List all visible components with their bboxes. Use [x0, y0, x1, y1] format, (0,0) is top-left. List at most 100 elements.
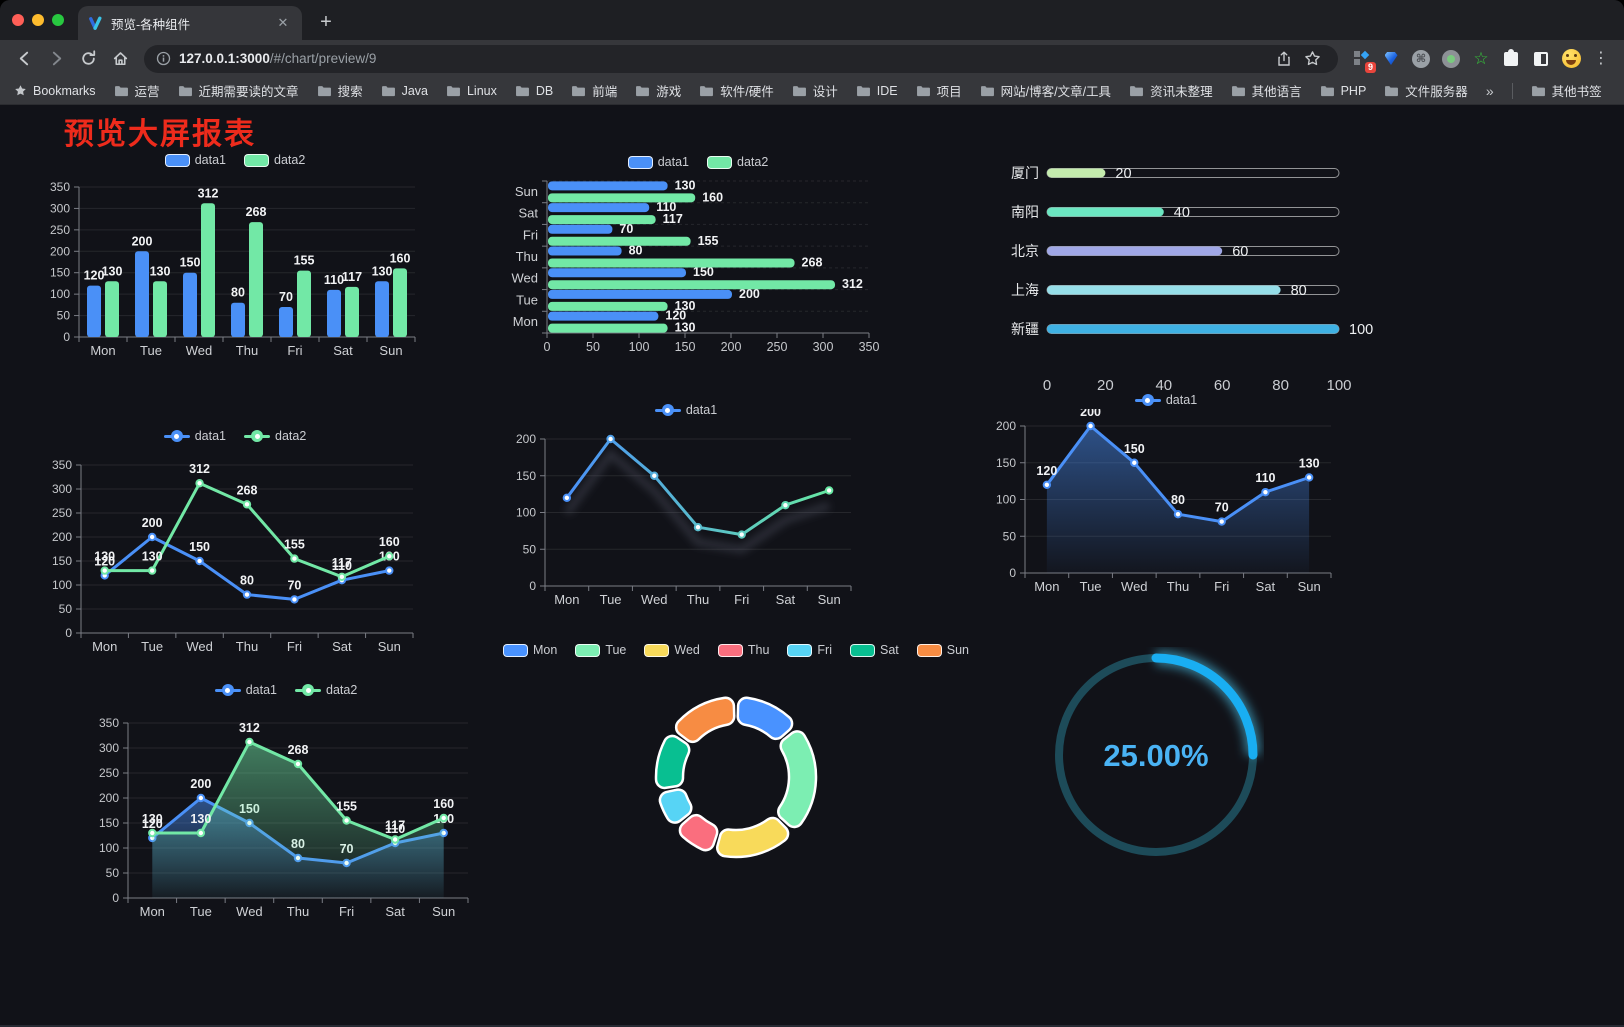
- legend-marker-icon: [787, 643, 813, 657]
- legend-item[interactable]: data1: [164, 153, 226, 167]
- back-button[interactable]: [10, 45, 38, 73]
- svg-text:80: 80: [231, 286, 245, 300]
- svg-text:100: 100: [516, 506, 536, 520]
- bookmarks-overflow-button[interactable]: »: [1485, 82, 1494, 99]
- extension-emoji-icon[interactable]: [1558, 46, 1584, 72]
- grouped-bar-chart[interactable]: data1 data2 0 50 100 150 200 250 300 350 Mon Tue Wed…: [45, 149, 425, 369]
- data-point: [439, 813, 448, 823]
- bar: [548, 236, 691, 246]
- bookmark-item[interactable]: 搜索: [317, 81, 363, 100]
- multi-line-chart[interactable]: data1 data2 0 50 100 150 200 250 300 350 Mon Tue Wed…: [45, 425, 425, 663]
- svg-text:130: 130: [372, 264, 393, 278]
- legend-item[interactable]: Wed: [644, 643, 700, 657]
- legend-item[interactable]: Tue: [575, 643, 626, 657]
- address-bar[interactable]: 127.0.0.1:3000/#/chart/preview/9: [144, 44, 1338, 73]
- svg-text:0: 0: [1043, 377, 1051, 390]
- svg-text:50: 50: [106, 866, 120, 880]
- legend-item[interactable]: Sun: [916, 643, 969, 657]
- pie-segment[interactable]: [777, 730, 818, 829]
- bookmark-item[interactable]: Java: [381, 84, 428, 98]
- other-bookmarks-item[interactable]: 其他书签: [1531, 81, 1602, 100]
- gauge-progress: [1151, 653, 1258, 760]
- bookmarks-manager-item[interactable]: Bookmarks: [14, 84, 96, 98]
- legend-item[interactable]: data2: [244, 429, 306, 443]
- svg-text:200: 200: [996, 419, 1016, 433]
- double-area-line-chart[interactable]: data1 data2 0 50 100 150 200 250 300 350 Mon Tue Wed…: [90, 679, 482, 929]
- svg-text:300: 300: [99, 741, 119, 755]
- legend-item[interactable]: data2: [244, 153, 305, 167]
- bookmark-star-button[interactable]: [1298, 45, 1326, 73]
- legend-item[interactable]: data2: [295, 683, 357, 697]
- progress-bar-chart[interactable]: 厦门 20 南阳 40 北京 60 上海 80 新疆 100 0 20 40 60 80 100: [995, 155, 1375, 390]
- legend-item[interactable]: data1: [163, 429, 226, 443]
- bookmark-item[interactable]: 前端: [571, 81, 617, 100]
- chart-canvas: 0 50 100 150 200 250 300 350 Mon Tue Wed Thu Fri Sat S…: [50, 180, 416, 358]
- bookmark-item[interactable]: 文件服务器: [1384, 81, 1468, 100]
- close-window-button[interactable]: [12, 14, 24, 26]
- svg-text:Fri: Fri: [734, 592, 749, 607]
- legend-item[interactable]: data1: [1134, 393, 1197, 407]
- zoom-window-button[interactable]: [52, 14, 64, 26]
- bookmark-item[interactable]: 运营: [114, 81, 160, 100]
- bookmark-item[interactable]: 软件/硬件: [699, 81, 774, 100]
- bookmark-item[interactable]: DB: [515, 84, 553, 98]
- pie-segment[interactable]: [678, 813, 719, 852]
- legend-item[interactable]: Mon: [502, 643, 557, 657]
- legend-item[interactable]: Sat: [850, 643, 899, 657]
- legend-marker-icon: [916, 643, 942, 657]
- bookmark-item[interactable]: 网站/博客/文章/工具: [980, 81, 1111, 100]
- legend-item[interactable]: data1: [654, 403, 717, 417]
- data-point: [1261, 487, 1270, 497]
- bookmark-item[interactable]: IDE: [856, 84, 898, 98]
- bookmark-item[interactable]: 其他语言: [1231, 81, 1302, 100]
- forward-button[interactable]: [42, 45, 70, 73]
- svg-text:Fri: Fri: [287, 639, 302, 654]
- legend-item[interactable]: data1: [627, 155, 689, 169]
- reload-button[interactable]: [74, 45, 102, 73]
- pie-segment[interactable]: [654, 734, 691, 790]
- gauge-chart[interactable]: 25.00%: [1048, 647, 1264, 863]
- browser-menu-button[interactable]: ⋮: [1593, 49, 1609, 67]
- pie-segment[interactable]: [716, 816, 790, 859]
- horizontal-bar-chart[interactable]: data1 data2 0 50 100 150 200 250 300 350 Mon 120 130…: [505, 151, 891, 365]
- bookmark-item[interactable]: 项目: [916, 81, 962, 100]
- donut-chart[interactable]: Mon Tue Wed Thu Fri Sat Sun: [502, 639, 969, 901]
- extension-grid-icon[interactable]: 9: [1348, 46, 1376, 73]
- bookmark-item[interactable]: Linux: [446, 84, 497, 98]
- area-line-chart[interactable]: data1 0 50 100 150 200 Mon Tue Wed Thu Fri Sat Sun 12…: [985, 389, 1347, 599]
- bookmark-item[interactable]: PHP: [1320, 84, 1366, 98]
- minimize-window-button[interactable]: [32, 14, 44, 26]
- bookmark-item[interactable]: 资讯未整理: [1129, 81, 1213, 100]
- extension-command-icon[interactable]: ⌘: [1408, 46, 1434, 72]
- pie-segment[interactable]: [674, 696, 736, 744]
- extension-sidebar-icon[interactable]: [1528, 46, 1554, 72]
- extensions-puzzle-icon[interactable]: [1498, 46, 1524, 72]
- home-button[interactable]: [106, 45, 134, 73]
- legend-marker-icon: [244, 430, 270, 443]
- svg-text:200: 200: [99, 791, 119, 805]
- extension-star-icon[interactable]: ☆: [1473, 49, 1489, 68]
- legend-item[interactable]: data2: [707, 155, 768, 169]
- bookmark-item[interactable]: 近期需要读的文章: [178, 81, 299, 100]
- svg-text:Wed: Wed: [186, 343, 213, 358]
- legend-item[interactable]: Thu: [717, 643, 769, 657]
- extension-gem-icon[interactable]: [1378, 46, 1404, 72]
- browser-tab[interactable]: 预览-各种组件 ✕: [78, 6, 302, 40]
- bookmark-item[interactable]: 设计: [792, 81, 838, 100]
- svg-text:200: 200: [721, 340, 742, 354]
- legend-item[interactable]: Fri: [787, 643, 832, 657]
- data-point: [147, 532, 157, 542]
- pie-segment[interactable]: [736, 696, 794, 741]
- bar: [393, 268, 407, 337]
- svg-text:150: 150: [1124, 442, 1145, 456]
- bookmark-item[interactable]: 游戏: [635, 81, 681, 100]
- legend-item[interactable]: data1: [214, 683, 277, 697]
- gradient-line-chart[interactable]: data1 0 50 100 150 200 Mon Tue Wed Thu Fri Sat Sun: [505, 399, 867, 614]
- extension-dot-icon[interactable]: [1438, 46, 1464, 72]
- site-info-icon[interactable]: [156, 51, 171, 66]
- tab-close-icon[interactable]: ✕: [277, 15, 289, 30]
- svg-text:70: 70: [279, 290, 293, 304]
- new-tab-button[interactable]: +: [320, 11, 332, 33]
- pie-segment[interactable]: [658, 788, 693, 824]
- share-button[interactable]: [1270, 45, 1298, 73]
